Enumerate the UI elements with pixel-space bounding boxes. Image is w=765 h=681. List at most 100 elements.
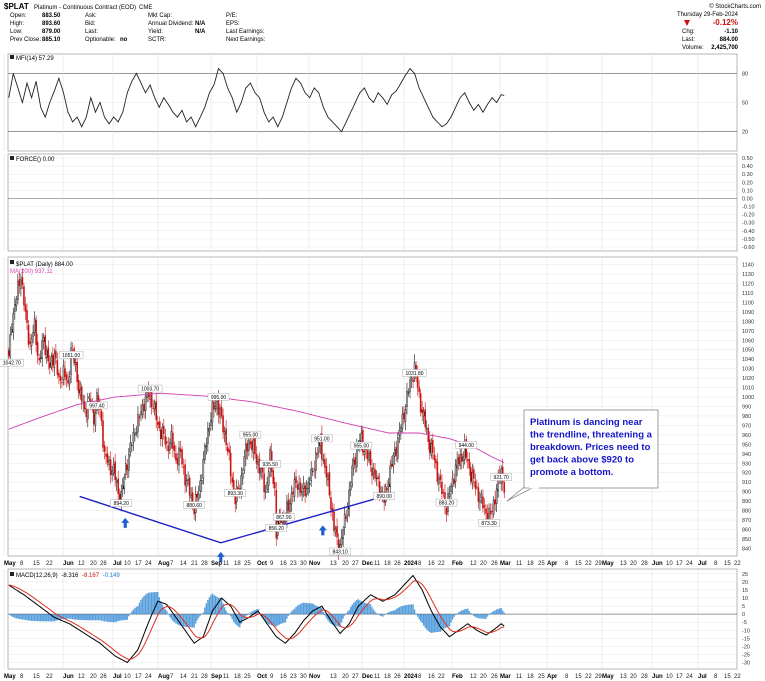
macd-hist-bar [426, 614, 428, 630]
x-tick-label: 8 [20, 674, 24, 680]
macd-hist-bar [126, 614, 128, 620]
macd-hist-bar [58, 614, 60, 620]
candle-body [295, 476, 297, 484]
candle-body [226, 447, 229, 452]
macd-tick-label: 20 [742, 580, 748, 586]
candle-body [64, 368, 66, 377]
macd-hist-bar [272, 614, 274, 626]
force-label: FORCE() 0.00 [16, 157, 55, 163]
price-tick-label: 1050 [742, 348, 754, 354]
macd-hist-bar [406, 604, 408, 615]
macd-panel [7, 568, 738, 670]
macd-hist-bar [196, 614, 198, 621]
candle-body [53, 353, 56, 368]
candle-body [454, 464, 457, 482]
candle-body [106, 453, 109, 463]
x-tick-label: 30 [300, 561, 307, 567]
macd-hist-bar [371, 607, 373, 615]
price-tick-label: 1080 [742, 319, 754, 325]
candle-body [293, 479, 296, 497]
candle-body [79, 389, 81, 396]
macd-hist-bar [114, 614, 116, 623]
price-level-box [350, 441, 373, 450]
macd-hist-bar [495, 609, 498, 615]
x-tick-label: 26 [394, 674, 401, 680]
candle-body [263, 473, 265, 493]
candle-body [237, 487, 240, 489]
candle-body [102, 420, 104, 448]
macd-hist-bar [427, 614, 429, 631]
x-tick-label: Jul [698, 674, 707, 680]
macd-hist-bar [415, 613, 417, 615]
candle-body [123, 476, 126, 490]
macd-hist-bar [39, 614, 42, 622]
candle-body [362, 430, 364, 453]
candle-body [448, 493, 451, 497]
macd-hist-bar [340, 614, 343, 623]
price-tick-label: 1130 [742, 272, 754, 278]
quote-date: Thursday 29-Feb-2024 [677, 12, 739, 18]
quote-value: 879.00 [42, 29, 61, 35]
macd-hist-bar [412, 604, 414, 615]
quote-label: High: [10, 21, 24, 27]
candle-body [430, 442, 433, 456]
price-level-label: 1042.70 [3, 361, 21, 367]
x-tick-label: May [4, 674, 16, 680]
candle-body [172, 432, 174, 449]
macd-hist-bar [327, 614, 329, 621]
macd-hist-bar [149, 592, 151, 615]
macd-hist-bar [164, 609, 166, 615]
macd-hist-bar [347, 611, 349, 615]
x-tick-label: 24 [686, 561, 693, 567]
x-tick-label: 8 [418, 561, 422, 567]
macd-hist-bar [56, 614, 59, 621]
macd-hist-bar [129, 613, 132, 615]
candle-body [70, 347, 72, 375]
candle-body [182, 466, 185, 468]
candle-body [390, 463, 393, 467]
macd-tick-label: -25 [742, 652, 750, 658]
macd-tick-label: 5 [742, 604, 745, 610]
candle-body [321, 433, 323, 460]
macd-hist-bar [99, 614, 101, 621]
force-tick-label: -0.30 [742, 221, 755, 227]
candle-body [421, 409, 423, 414]
macd-hist-bar [32, 614, 34, 621]
macd-hist-bar [150, 592, 153, 615]
price-level-label: 1003.70 [141, 387, 159, 393]
candle-body [181, 449, 183, 465]
macd-hist-bar [228, 614, 230, 615]
x-tick-label: Jul [113, 561, 122, 567]
macd-hist-bar [11, 614, 13, 617]
macd-label: MACD(12,26,9) -8.316 -8.167 -0.149 [16, 573, 120, 579]
macd-hist-bar [430, 614, 432, 633]
macd-hist-bar [181, 614, 183, 627]
up-arrow-icon [216, 551, 225, 562]
macd-tick-label: -10 [742, 628, 750, 634]
macd-hist-bar [398, 607, 401, 615]
candle-body [450, 485, 452, 492]
macd-hist-bar [325, 614, 328, 619]
force-legend-swatch-icon [10, 156, 14, 160]
force-tick-label: -0.10 [742, 205, 755, 211]
candle-body [23, 286, 25, 306]
candle-body [410, 377, 413, 380]
price-tick-label: 940 [742, 452, 751, 458]
x-tick-label: 29 [595, 561, 602, 567]
macd-hist-bar [147, 592, 150, 615]
candle-body [387, 483, 390, 487]
candle-body [400, 427, 402, 432]
macd-tick-label: 0 [742, 612, 745, 618]
macd-hist-bar [93, 614, 95, 621]
candle-body [489, 510, 492, 515]
candle-body [15, 298, 18, 306]
x-tick-label: 8 [565, 561, 569, 567]
macd-hist-bar [482, 614, 484, 619]
x-tick-label: May [4, 561, 16, 567]
x-tick-label: 20 [342, 674, 349, 680]
macd-title: MACD(12,26,9) [16, 573, 58, 579]
macd-hist-value: -0.149 [103, 573, 121, 579]
macd-hist-bar [280, 614, 282, 624]
price-level-box [478, 519, 500, 527]
macd-hist-bar [190, 614, 192, 628]
